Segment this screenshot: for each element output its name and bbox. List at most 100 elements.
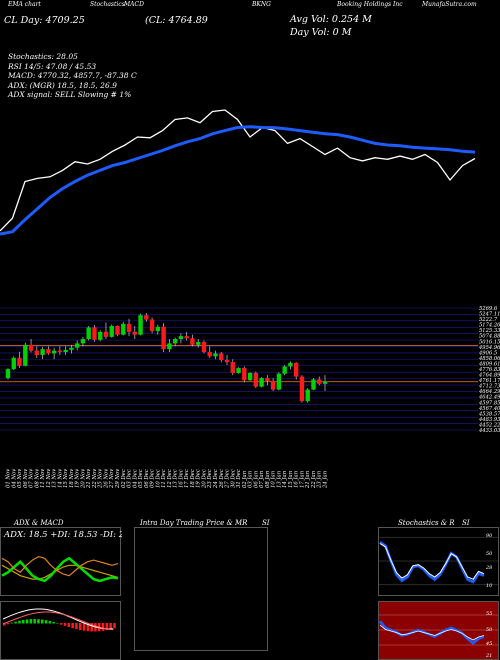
- date-tick: 21 Nov: [86, 469, 92, 489]
- close-price: (CL: 4764.89: [145, 15, 208, 26]
- macd-bar: [86, 623, 90, 632]
- macd-bar: [71, 623, 74, 629]
- candle-body: [207, 352, 212, 357]
- date-tick: 30 Dec: [230, 469, 236, 488]
- stoch-panel-si: SI: [462, 519, 470, 527]
- date-tick: 03 Jan: [248, 470, 254, 488]
- date-tick: 02 Dec: [121, 469, 127, 488]
- date-tick: 29 Nov: [115, 469, 121, 489]
- candle-body: [282, 366, 287, 374]
- header-label-ema: EMA chart: [8, 1, 41, 8]
- candle-body: [236, 367, 241, 373]
- candle-body: [276, 373, 282, 390]
- date-tick: 20 Nov: [80, 469, 86, 489]
- stat-rsi: RSI 14/5: 47.08 / 45.53: [8, 61, 97, 71]
- date-tick: 10 Jan: [271, 470, 277, 488]
- candle-body: [178, 336, 184, 340]
- candle-body: [17, 357, 22, 366]
- date-tick: 13 Dec: [173, 469, 179, 488]
- rsi-tick: 50: [486, 627, 493, 633]
- macd-bar: [14, 621, 17, 624]
- candle-body: [161, 326, 166, 350]
- price-tick: 5074.88: [479, 334, 500, 340]
- candle-body: [265, 378, 270, 381]
- candle-body: [230, 362, 235, 373]
- date-tick: 19 Dec: [196, 469, 202, 488]
- ema-chart: [0, 109, 476, 236]
- adx-panel-title: ADX & MACD: [14, 519, 64, 527]
- date-tick: 04 Nov: [11, 469, 17, 488]
- date-tick: 23 Dec: [207, 469, 213, 489]
- candle-body: [305, 389, 310, 402]
- date-tick: 08 Nov: [34, 469, 40, 488]
- signal-line: [2, 611, 114, 631]
- rsi-tick: 45: [485, 641, 492, 647]
- macd-bar: [90, 623, 93, 632]
- price-line: [0, 109, 476, 232]
- candle-body: [103, 331, 109, 337]
- date-tick: 09 Dec: [150, 469, 156, 488]
- macd-bar: [79, 623, 82, 631]
- header-label-symbol: BKNG: [252, 1, 271, 8]
- macd-bar: [10, 622, 14, 624]
- candle-body: [293, 362, 299, 377]
- candle-body: [126, 323, 132, 332]
- candle-body: [184, 336, 189, 339]
- price-tick: 4642.49: [478, 395, 500, 401]
- ema-line: [0, 125, 476, 236]
- candle-body: [172, 339, 178, 344]
- candle-body: [51, 350, 57, 354]
- price-tick: 4538.57: [478, 411, 500, 417]
- macd-bar: [48, 620, 52, 624]
- candle-body: [80, 339, 86, 344]
- price-tick: 4567.40: [478, 406, 500, 412]
- macd-bar: [44, 620, 48, 624]
- macd-bar: [33, 619, 36, 624]
- intra-panel: [134, 527, 268, 651]
- intra-panel-title: Intra Day Trading Price & MR: [140, 519, 248, 527]
- stat-adx: ADX: (MGR) 18.5, 18.5, 26.9: [8, 80, 117, 90]
- candle-body: [34, 350, 40, 355]
- price-tick: 4906.5: [478, 350, 497, 356]
- date-tick: 22 Nov: [92, 469, 98, 489]
- date-tick: 15 Jan: [288, 470, 294, 488]
- candle-body: [28, 344, 34, 351]
- avg-volume: Avg Vol: 0.254 M: [290, 14, 372, 25]
- macd-bar: [63, 623, 67, 626]
- candle-body: [270, 380, 276, 390]
- price-tick: 4776.83: [478, 367, 500, 373]
- stoch-panel-title: Stochastics & R: [398, 519, 455, 527]
- date-tick: 13 Nov: [52, 469, 58, 488]
- price-tick: 4597.85: [478, 400, 500, 406]
- candle-body: [115, 326, 120, 335]
- candle-body: [121, 323, 126, 335]
- date-tick: 24 Jan: [323, 470, 329, 489]
- stat-stochastics: Stochastics: 28.05: [8, 52, 78, 61]
- stoch-tick: 28: [485, 565, 492, 571]
- adx-readout: ADX: 18.5 +DI: 18.53 -DI: 26.95: [3, 530, 122, 540]
- macd-bar: [29, 619, 33, 624]
- price-tick: 4664.29: [478, 389, 500, 395]
- stat-adx-signal: ADX signal: SELL Slowing # 1%: [8, 90, 132, 99]
- candle-body: [98, 331, 103, 340]
- indicator-stats: Stochastics: 28.05 RSI 14/5: 47.08 / 45.…: [8, 52, 137, 100]
- candle-body: [317, 379, 322, 384]
- date-tick: 12 Dec: [167, 469, 173, 488]
- candle-body: [288, 362, 293, 367]
- date-tick: 06 Dec: [144, 469, 150, 488]
- macd-line: [2, 608, 114, 630]
- candle-body: [40, 349, 45, 355]
- candle-body: [213, 353, 218, 357]
- candle-body: [5, 369, 11, 379]
- candle-body: [92, 327, 97, 340]
- date-tick: 14 Jan: [282, 470, 288, 488]
- date-tick: 17 Dec: [184, 469, 190, 488]
- adx-panel: ADX: 18.5 +DI: 18.53 -DI: 26.95: [0, 527, 122, 660]
- candle-body: [46, 349, 51, 354]
- date-tick: 04 Dec: [132, 469, 138, 488]
- date-tick: 15 Nov: [63, 469, 69, 488]
- date-tick: 14 Nov: [57, 469, 63, 488]
- stoch-tick: 90: [486, 533, 493, 539]
- date-tick: 25 Nov: [98, 469, 104, 489]
- candle-body: [196, 341, 201, 345]
